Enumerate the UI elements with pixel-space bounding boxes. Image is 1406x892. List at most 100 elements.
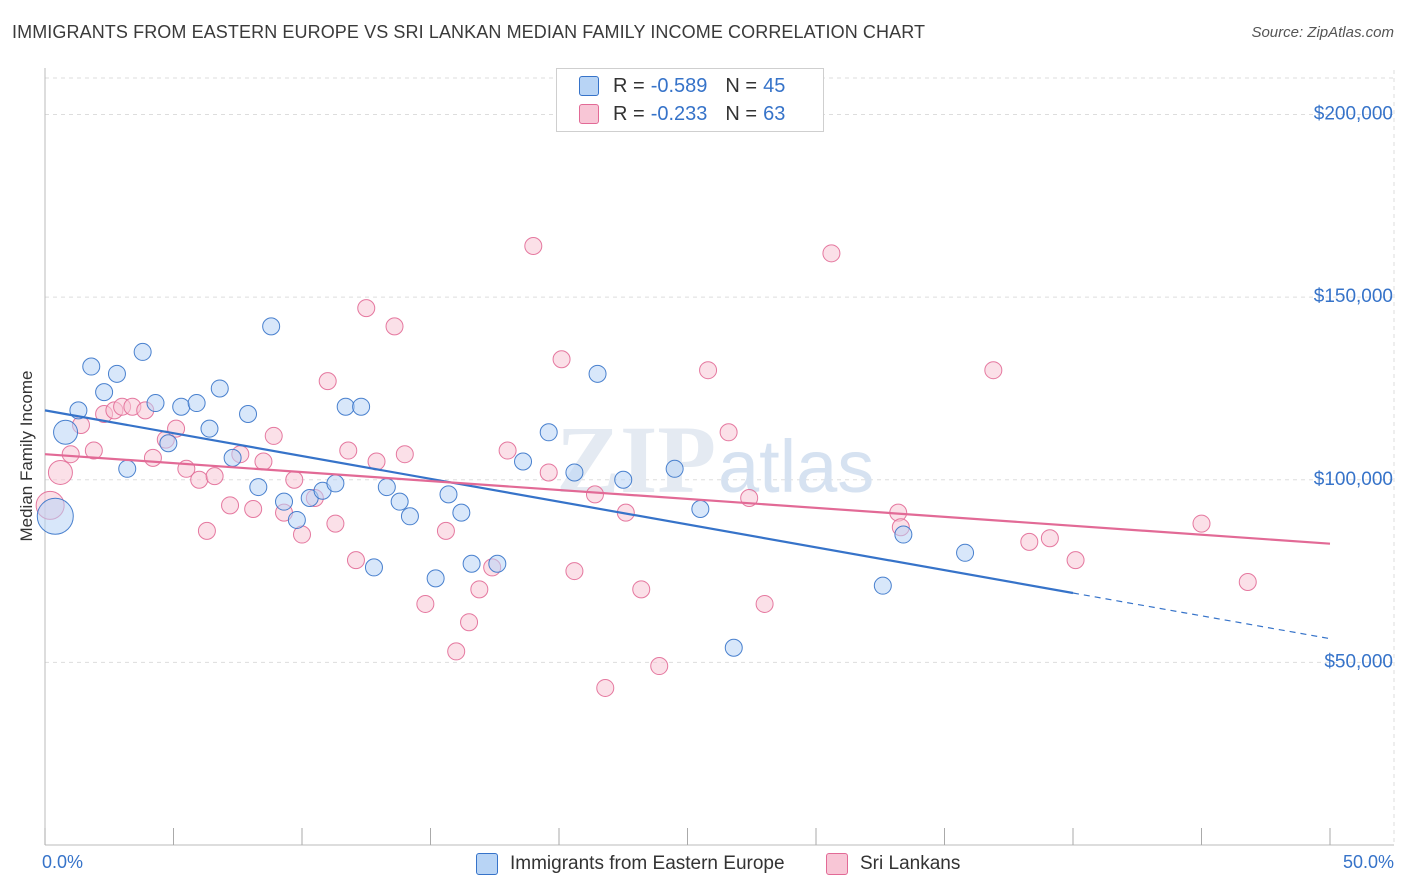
legend-row-pink: R = -0.233 N = 63 <box>579 101 785 127</box>
sri-lankans-point <box>632 580 651 599</box>
trend-lines <box>44 409 1331 640</box>
sri-lankans-point <box>416 594 435 613</box>
bottom-legend-label-blue: Immigrants from Eastern Europe <box>510 853 785 874</box>
sri-lankans-point <box>221 496 240 515</box>
bottom-legend-swatch-pink <box>826 853 848 875</box>
eastern-europe-point <box>118 459 137 478</box>
eastern-europe-point <box>565 463 584 482</box>
sri-lankans-point <box>822 244 841 263</box>
eastern-europe-point <box>588 364 607 383</box>
sri-lankans-point <box>47 459 73 485</box>
sri-lankans-point <box>357 299 376 318</box>
watermark: ZIP atlas <box>556 406 874 513</box>
sri-lankans-point <box>436 521 455 540</box>
eastern-europe-point <box>390 492 409 511</box>
eastern-europe-point <box>82 357 101 376</box>
correlation-legend: R = -0.589 N = 45 R = -0.233 N = 63 <box>556 68 824 132</box>
eastern-europe-point <box>210 379 229 398</box>
sri-lankans-point <box>1192 514 1211 533</box>
sri-lankans-point <box>447 642 466 661</box>
eastern-europe-point <box>287 510 306 529</box>
eastern-europe-point <box>107 364 126 383</box>
eastern-europe-point <box>873 576 892 595</box>
eastern-europe-point <box>146 394 165 413</box>
sri-lankans-point <box>699 361 718 380</box>
sri-lankans-point <box>339 441 358 460</box>
eastern-europe-point <box>452 503 471 522</box>
sri-lankans-point <box>470 580 489 599</box>
sri-lankans-point <box>264 426 283 445</box>
legend-n-label: N = <box>725 102 758 125</box>
legend-n-value: 63 <box>763 102 786 125</box>
eastern-europe-point <box>159 434 178 453</box>
eastern-europe-point <box>275 492 294 511</box>
eastern-europe-point <box>95 383 114 402</box>
sri-lankans-point <box>197 521 216 540</box>
sri-lankans-point <box>254 452 273 471</box>
eastern-europe-point <box>665 459 684 478</box>
eastern-europe-point <box>539 423 558 442</box>
sri-lankans-point <box>346 551 365 570</box>
sri-lankans-point <box>984 361 1003 380</box>
eastern-europe-point <box>377 478 396 497</box>
eastern-europe-point <box>691 499 710 518</box>
eastern-europe-point <box>364 558 383 577</box>
sri-lankans-point <box>498 441 517 460</box>
sri-lankans-point <box>755 594 774 613</box>
legend-swatch-pink <box>579 104 599 124</box>
sri-lankans-point <box>596 678 615 697</box>
x-tick-label-min: 0.0% <box>42 852 84 872</box>
eastern-europe-point <box>426 569 445 588</box>
sri-lankans-point <box>395 445 414 464</box>
eastern-europe-point <box>326 474 345 493</box>
legend-row-blue: R = -0.589 N = 45 <box>579 73 785 99</box>
legend-r-label: R = <box>613 102 645 125</box>
sri-lankans-point <box>539 463 558 482</box>
sri-lankans-point <box>326 514 345 533</box>
eastern-europe-point <box>53 419 79 445</box>
y-tick-labels: $50,000 $100,000 $150,000 $200,000 <box>1314 104 1393 673</box>
eastern-europe-point <box>223 448 242 467</box>
eastern-europe-point <box>133 342 152 361</box>
watermark-zip: ZIP <box>556 406 716 513</box>
sri-lankans-point <box>460 613 479 632</box>
eastern-europe-point <box>400 507 419 526</box>
legend-n-label: N = <box>725 74 758 97</box>
sri-lankans-point <box>1066 551 1085 570</box>
eastern-europe-point <box>614 470 633 489</box>
eastern-europe-point <box>200 419 219 438</box>
sri-lankans-point <box>524 237 543 256</box>
eastern-europe-point <box>336 397 355 416</box>
y-tick-label: $50,000 <box>1324 651 1393 672</box>
eastern-europe-point <box>514 452 533 471</box>
legend-r-label: R = <box>613 74 645 97</box>
sri-lankans-point <box>1238 573 1257 592</box>
sri-lankans-point <box>719 423 738 442</box>
sri-lankans-trend-line <box>44 453 1331 545</box>
sri-lankans-point <box>565 562 584 581</box>
y-tick-label: $100,000 <box>1314 469 1393 490</box>
sri-lankans-point <box>244 499 263 518</box>
sri-lankans-point <box>205 467 224 486</box>
eastern-europe-trend-line <box>44 409 1074 595</box>
eastern-europe-point <box>956 543 975 562</box>
eastern-europe-point <box>439 485 458 504</box>
sri-lankans-point <box>552 350 571 369</box>
y-axis-label: Median Family Income <box>17 370 36 542</box>
sri-lankans-point <box>385 317 404 336</box>
sri-lankans-point <box>585 485 604 504</box>
eastern-europe-trend-extension <box>1072 592 1331 640</box>
bottom-legend-blue: Immigrants from Eastern Europe <box>476 850 785 878</box>
sri-lankans-point <box>285 470 304 489</box>
sri-lankans-point <box>1020 532 1039 551</box>
legend-r-value: -0.589 <box>650 74 708 97</box>
y-tick-label: $200,000 <box>1314 104 1393 125</box>
sri-lankans-point <box>143 448 162 467</box>
sri-lankans-point <box>650 657 669 676</box>
y-tick-label: $150,000 <box>1314 286 1393 307</box>
legend-swatch-blue <box>579 76 599 96</box>
bottom-legend-label-pink: Sri Lankans <box>860 853 961 874</box>
eastern-europe-points <box>36 317 975 657</box>
eastern-europe-point <box>262 317 281 336</box>
